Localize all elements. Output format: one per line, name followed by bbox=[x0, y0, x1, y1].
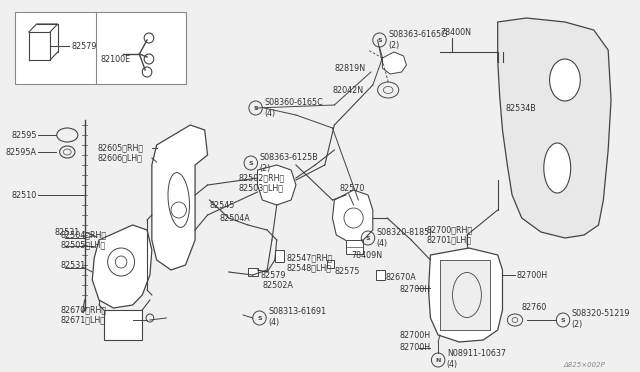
Text: 82700H: 82700H bbox=[517, 270, 548, 279]
Text: (4): (4) bbox=[377, 238, 388, 247]
Text: 82671〈LH〉: 82671〈LH〉 bbox=[61, 315, 106, 324]
Text: 82505〈LH〉: 82505〈LH〉 bbox=[61, 241, 106, 250]
Polygon shape bbox=[429, 248, 502, 342]
Text: 82570: 82570 bbox=[339, 183, 365, 192]
Text: S08320-8185J: S08320-8185J bbox=[377, 228, 432, 237]
Text: (2): (2) bbox=[259, 164, 271, 173]
Text: Δ825×002P: Δ825×002P bbox=[563, 362, 605, 368]
Text: 82575: 82575 bbox=[334, 267, 360, 276]
Text: S08360-6165C: S08360-6165C bbox=[264, 97, 323, 106]
Bar bbox=[15, 12, 186, 84]
Text: S: S bbox=[257, 315, 262, 321]
Text: S: S bbox=[253, 106, 258, 110]
Bar bbox=[440, 260, 490, 330]
Text: 82605〈RH〉: 82605〈RH〉 bbox=[97, 144, 143, 153]
Text: 82595A: 82595A bbox=[6, 148, 36, 157]
Text: S: S bbox=[377, 38, 382, 42]
Text: 82545: 82545 bbox=[209, 201, 235, 209]
Bar bbox=[275, 250, 284, 262]
Text: 82700H: 82700H bbox=[400, 285, 431, 295]
Bar bbox=[346, 240, 363, 254]
Text: 82760: 82760 bbox=[522, 304, 547, 312]
Text: 82503〈LH〉: 82503〈LH〉 bbox=[238, 183, 284, 192]
Text: 82700〈RH〉: 82700〈RH〉 bbox=[427, 225, 473, 234]
Polygon shape bbox=[92, 225, 152, 308]
Text: 82531: 82531 bbox=[54, 228, 80, 237]
Polygon shape bbox=[383, 52, 406, 74]
Text: 82700H: 82700H bbox=[400, 343, 431, 353]
Bar bbox=[248, 268, 257, 276]
Text: (4): (4) bbox=[264, 109, 275, 118]
Bar bbox=[376, 270, 385, 280]
Text: 82579: 82579 bbox=[71, 42, 97, 51]
Text: 82510: 82510 bbox=[12, 190, 36, 199]
Text: 82548〈LH〉: 82548〈LH〉 bbox=[286, 263, 332, 273]
Polygon shape bbox=[257, 165, 296, 205]
Text: 82819N: 82819N bbox=[334, 64, 365, 73]
Text: (4): (4) bbox=[447, 360, 458, 369]
Bar bbox=[326, 260, 334, 268]
Text: 82701〈LH〉: 82701〈LH〉 bbox=[427, 235, 472, 244]
Bar bbox=[104, 310, 142, 340]
Polygon shape bbox=[498, 18, 611, 238]
Polygon shape bbox=[152, 125, 207, 270]
Text: S08320-51219: S08320-51219 bbox=[572, 310, 630, 318]
Text: 82502A: 82502A bbox=[262, 282, 293, 291]
Ellipse shape bbox=[544, 143, 571, 193]
Ellipse shape bbox=[550, 59, 580, 101]
Text: 82670〈RH〉: 82670〈RH〉 bbox=[61, 305, 107, 314]
Text: N: N bbox=[435, 357, 441, 362]
Text: 82595: 82595 bbox=[11, 131, 36, 140]
Text: 82606〈LH〉: 82606〈LH〉 bbox=[97, 154, 142, 163]
Text: (2): (2) bbox=[388, 41, 399, 49]
Text: S: S bbox=[248, 160, 253, 166]
Text: (2): (2) bbox=[572, 321, 583, 330]
Text: N08911-10637: N08911-10637 bbox=[447, 350, 506, 359]
Text: 82670A: 82670A bbox=[385, 273, 416, 282]
Text: (4): (4) bbox=[268, 318, 279, 327]
Text: 82579: 82579 bbox=[260, 270, 286, 279]
Text: 82502〈RH〉: 82502〈RH〉 bbox=[238, 173, 285, 183]
Text: 82531: 82531 bbox=[61, 260, 86, 269]
Text: 82042N: 82042N bbox=[332, 86, 364, 94]
Text: 82700H: 82700H bbox=[400, 330, 431, 340]
Text: 82534B: 82534B bbox=[506, 103, 536, 112]
Text: 82504〈RH〉: 82504〈RH〉 bbox=[61, 231, 107, 240]
Text: 82547〈RH〉: 82547〈RH〉 bbox=[286, 253, 333, 263]
Text: S08363-6125B: S08363-6125B bbox=[259, 153, 318, 161]
Text: S: S bbox=[365, 235, 371, 241]
Polygon shape bbox=[332, 190, 373, 242]
Text: S08363-6165G: S08363-6165G bbox=[388, 29, 447, 38]
Text: S08313-61691: S08313-61691 bbox=[268, 308, 326, 317]
Text: 78400N: 78400N bbox=[440, 28, 471, 36]
Text: 82100E: 82100E bbox=[101, 55, 131, 64]
Text: S: S bbox=[561, 317, 565, 323]
Text: 78409N: 78409N bbox=[351, 250, 383, 260]
Text: 82504A: 82504A bbox=[219, 214, 250, 222]
